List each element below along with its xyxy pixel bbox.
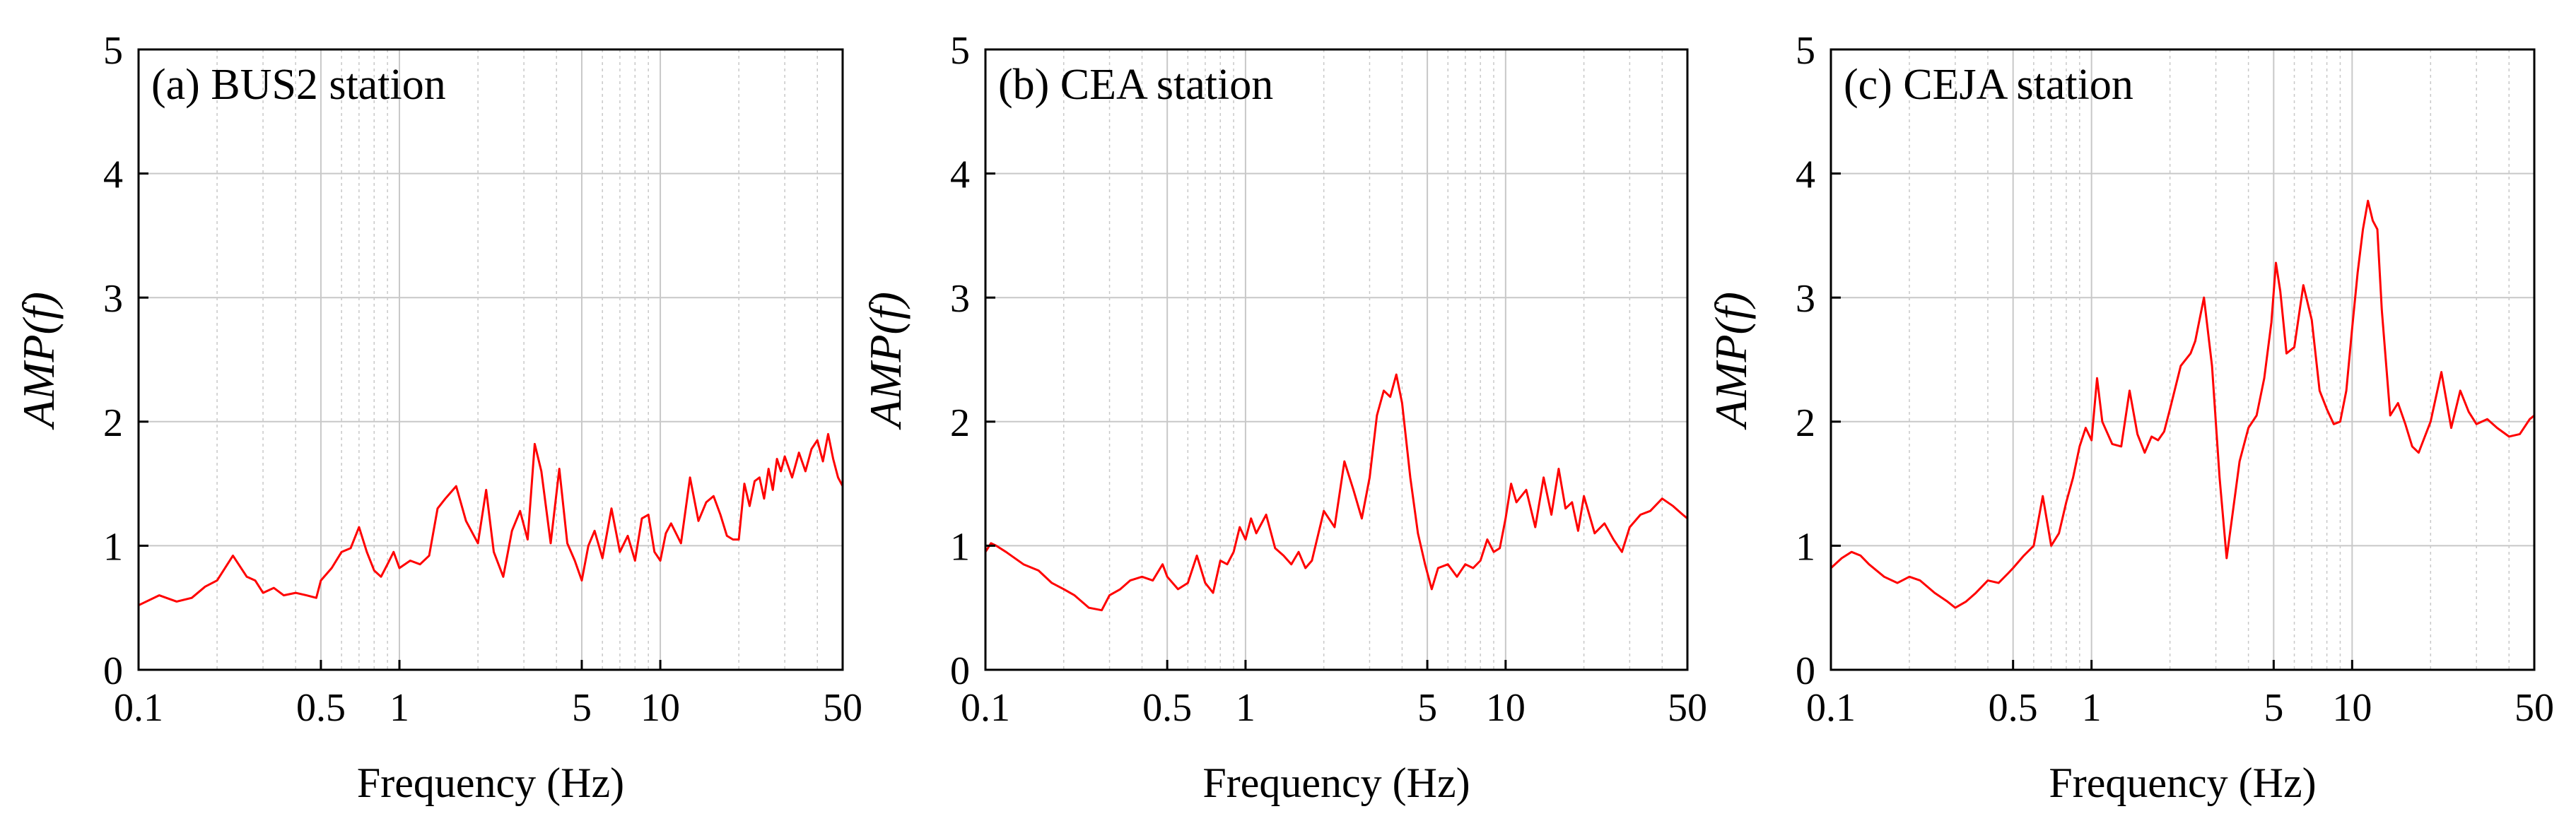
chart-panel-3: 0.1 0.5 1 5 10 50 0 1 2 3 4 5 (c) CEJA station Freque… — [1706, 29, 2554, 806]
x-axis-label: Frequency (Hz) — [2049, 760, 2316, 806]
x-tick-label: 0.1 — [114, 686, 163, 730]
y-tick-label: 3 — [950, 277, 970, 321]
y-tick-label: 4 — [103, 153, 123, 197]
x-tick-label: 50 — [1668, 686, 1707, 730]
x-axis-label: Frequency (Hz) — [1202, 760, 1470, 806]
y-tick-label: 5 — [103, 29, 123, 73]
x-tick-label: 1 — [2082, 686, 2102, 730]
y-axis-label: AMP(f) — [1706, 292, 1756, 430]
panel-title: (c) CEJA station — [1844, 61, 2133, 109]
chart-panel-2: 0.1 0.5 1 5 10 50 0 1 2 3 4 5 (b) CEA station Frequen… — [860, 29, 1707, 806]
y-tick-label: 5 — [950, 29, 970, 73]
x-tick-label: 0.5 — [1989, 686, 2038, 730]
y-tick-label: 3 — [1796, 277, 1815, 321]
x-tick-label: 0.1 — [1806, 686, 1856, 730]
y-axis-label: AMP(f) — [860, 292, 911, 430]
y-tick-label: 1 — [950, 525, 970, 569]
x-tick-label: 10 — [640, 686, 680, 730]
plot-frame — [137, 48, 844, 671]
x-tick-label: 0.5 — [1142, 686, 1192, 730]
series-line-ceja — [1829, 199, 2535, 609]
x-tick-label: 10 — [2332, 686, 2372, 730]
y-tick-label: 4 — [950, 153, 970, 197]
x-tick-label: 1 — [390, 686, 409, 730]
series-line-cea — [984, 373, 1688, 612]
y-tick-label: 0 — [103, 649, 123, 693]
x-tick-label: 5 — [1417, 686, 1437, 730]
y-tick-label: 1 — [1796, 525, 1815, 569]
y-tick-label: 1 — [103, 525, 123, 569]
panel-title: (b) CEA station — [998, 61, 1273, 109]
panel-title: (a) BUS2 station — [151, 61, 446, 109]
y-tick-label: 3 — [103, 277, 123, 321]
chart-panel-1: 0.1 0.5 1 5 10 50 0 1 2 3 4 5 (a) BUS2 station Freque… — [13, 29, 862, 806]
x-tick-label: 0.5 — [296, 686, 346, 730]
y-tick-label: 5 — [1796, 29, 1815, 73]
y-tick-label: 0 — [1796, 649, 1815, 693]
x-tick-label: 5 — [2264, 686, 2283, 730]
y-tick-label: 4 — [1796, 153, 1815, 197]
x-tick-label: 10 — [1486, 686, 1526, 730]
y-tick-label: 2 — [950, 401, 970, 445]
x-tick-label: 0.1 — [961, 686, 1010, 730]
y-tick-label: 0 — [950, 649, 970, 693]
x-axis-label: Frequency (Hz) — [357, 760, 624, 806]
y-tick-label: 2 — [103, 401, 123, 445]
x-tick-label: 50 — [823, 686, 862, 730]
x-tick-label: 50 — [2514, 686, 2554, 730]
x-tick-label: 5 — [572, 686, 592, 730]
x-tick-label: 1 — [1236, 686, 1255, 730]
series-line-bus2 — [138, 432, 844, 607]
y-axis-label: AMP(f) — [13, 292, 64, 430]
y-tick-label: 2 — [1796, 401, 1815, 445]
plot-frame — [984, 48, 1689, 671]
plot-frame — [1829, 48, 2536, 671]
